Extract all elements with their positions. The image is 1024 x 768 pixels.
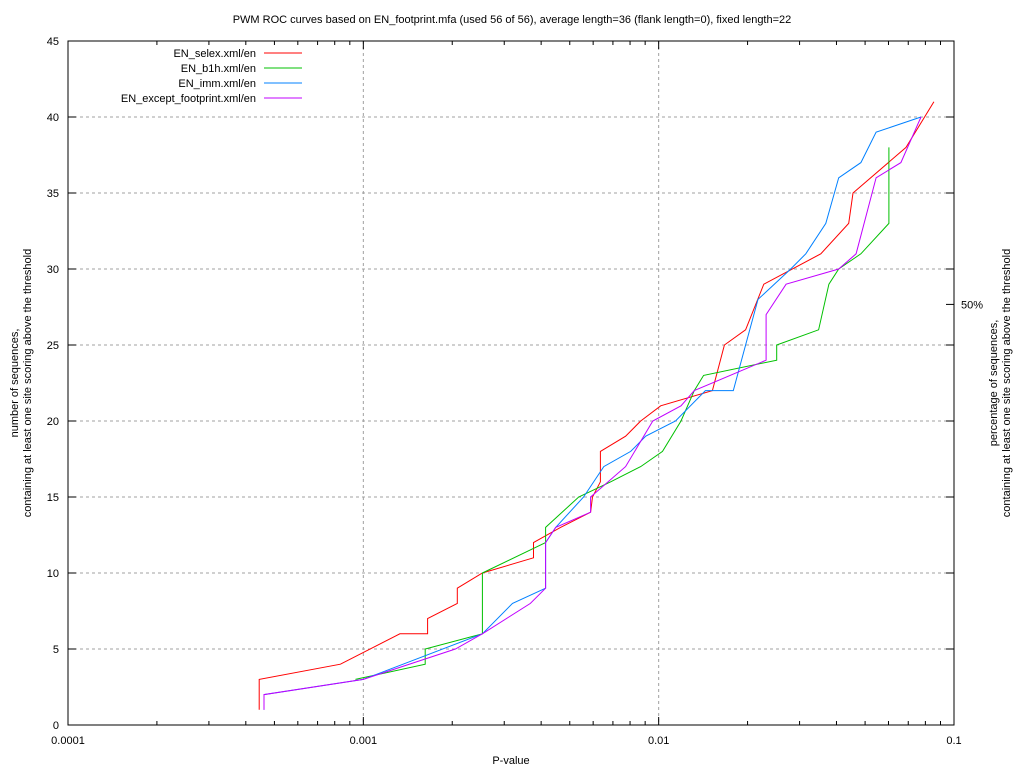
x-axis-label: P-value [492, 755, 529, 767]
y-axis-label-line2: containing at least one site scoring abo… [22, 249, 34, 517]
y-tick-label: 15 [47, 492, 59, 504]
series-lines [258, 101, 935, 710]
x-tick-label: 0.1 [946, 735, 961, 747]
y-tick-label: 30 [47, 264, 59, 276]
series-line-4 [263, 116, 922, 710]
y-tick-label: 20 [47, 416, 59, 428]
x-tick-label: 0.001 [350, 735, 378, 747]
y2-tick-label: 50% [961, 299, 983, 311]
legend-label-2: EN_b1h.xml/en [181, 63, 256, 75]
x-tick-label: 0.01 [648, 735, 669, 747]
series-line-1 [258, 101, 935, 710]
series-line-3 [263, 116, 922, 710]
y-tick-label: 10 [47, 568, 59, 580]
y-tick-label: 0 [53, 720, 59, 732]
x-tick-label: 0.0001 [51, 735, 85, 747]
chart-title: PWM ROC curves based on EN_footprint.mfa… [233, 14, 792, 26]
axis-ticks: 0 5 10 15 20 25 30 35 40 45 50% 0.0001 0.001 0.01 0.1 [47, 36, 983, 747]
legend-label-3: EN_imm.xml/en [178, 78, 256, 90]
y2-axis-label-line2: containing at least one site scoring abo… [1001, 249, 1013, 517]
y-axis-label-line1: number of sequences, [9, 329, 21, 438]
series-line-2 [355, 147, 890, 680]
grid [68, 41, 954, 725]
y2-axis-label-line1: percentage of sequences, [988, 320, 1000, 447]
y-tick-label: 35 [47, 188, 59, 200]
y-tick-label: 25 [47, 340, 59, 352]
y-tick-label: 40 [47, 112, 59, 124]
y-tick-label: 45 [47, 36, 59, 48]
legend-label-1: EN_selex.xml/en [173, 48, 256, 60]
y-tick-label: 5 [53, 644, 59, 656]
legend: EN_selex.xml/en EN_b1h.xml/en EN_imm.xml/e… [121, 48, 302, 105]
plot-frame [67, 40, 955, 726]
legend-label-4: EN_except_footprint.xml/en [121, 93, 256, 105]
